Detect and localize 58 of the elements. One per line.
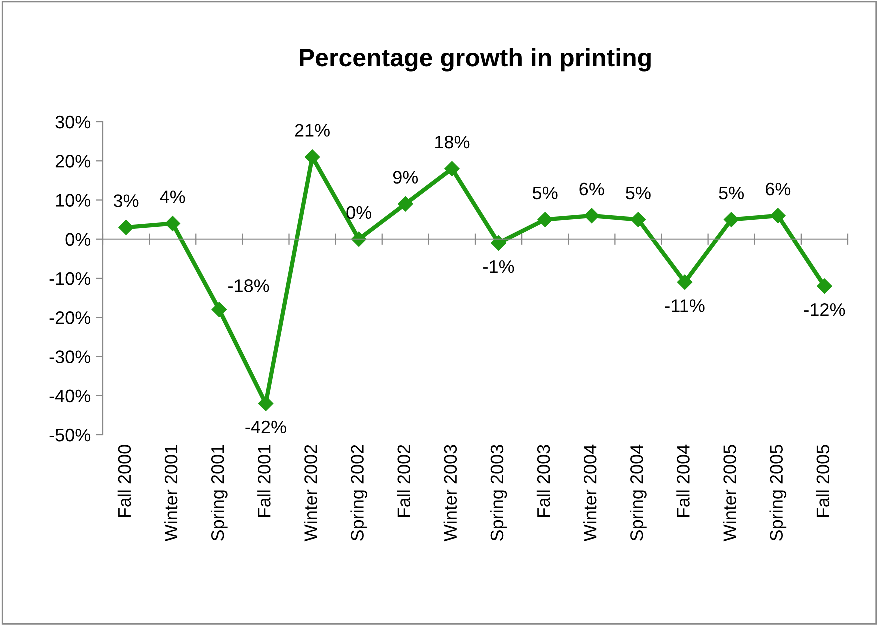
chart-title: Percentage growth in printing	[300, 48, 651, 72]
y-tick-label: -40%	[50, 390, 91, 403]
y-tick-label: 30%	[56, 116, 91, 129]
x-tick-label: Spring 2004	[630, 444, 647, 541]
x-tick-label: Fall 2000	[118, 445, 132, 518]
point	[538, 212, 553, 228]
data-label: 3%	[114, 194, 139, 208]
x-tick-label: Fall 2001	[258, 445, 271, 518]
point	[630, 212, 646, 228]
point	[258, 396, 274, 412]
x-tick-label: Fall 2004	[676, 444, 690, 518]
y-tick-label: 10%	[56, 194, 91, 207]
point	[304, 150, 320, 165]
data-label: 5%	[533, 186, 558, 200]
x-tick-label: Spring 2001	[210, 445, 228, 541]
data-label: 21%	[295, 124, 330, 137]
x-tick-label: Winter 2004	[583, 444, 597, 542]
data-label: -12%	[804, 303, 846, 316]
x-tick-label: Fall 2002	[397, 445, 411, 518]
point	[444, 161, 460, 177]
point	[724, 212, 740, 228]
y-tick-label: 20%	[56, 155, 91, 168]
point	[677, 274, 693, 290]
point	[491, 236, 506, 251]
x-tick-label: Winter 2002	[304, 445, 318, 542]
point	[817, 278, 832, 294]
data-label: -18%	[228, 280, 270, 292]
x-tick-label: Fall 2005	[816, 445, 830, 518]
point	[118, 220, 134, 236]
data-label: 9%	[393, 171, 418, 184]
y-tick-label: -50%	[50, 428, 91, 442]
y-tick-label: -20%	[50, 312, 91, 324]
point	[770, 208, 786, 224]
x-tick-label: Fall 2003	[536, 445, 550, 518]
y-tick-label: -10%	[50, 272, 91, 286]
point	[584, 208, 600, 224]
x-tick-label: Spring 2002	[350, 445, 368, 541]
data-label: -1%	[484, 260, 514, 274]
x-tick-label: Winter 2003	[444, 445, 458, 542]
data-label: 6%	[766, 182, 791, 196]
data-label: -11%	[665, 300, 705, 312]
y-tick-label: 0%	[66, 233, 91, 246]
data-label: 5%	[719, 186, 744, 200]
x-tick-label: Spring 2005	[770, 445, 787, 541]
data-label: 0%	[346, 206, 372, 220]
x-tick-label: Winter 2005	[723, 445, 736, 542]
data-label: 6%	[580, 182, 604, 196]
y-tick-label: -30%	[50, 350, 91, 364]
data-label: 18%	[436, 136, 470, 149]
point	[352, 232, 367, 247]
point	[398, 196, 414, 212]
point	[212, 302, 227, 318]
x-tick-label: Winter 2001	[164, 445, 178, 542]
point	[165, 216, 180, 232]
x-tick-label: Spring 2003	[490, 445, 508, 541]
data-label: -42%	[246, 420, 286, 434]
data-label: 5%	[626, 186, 651, 200]
data-label: 4%	[160, 190, 186, 204]
